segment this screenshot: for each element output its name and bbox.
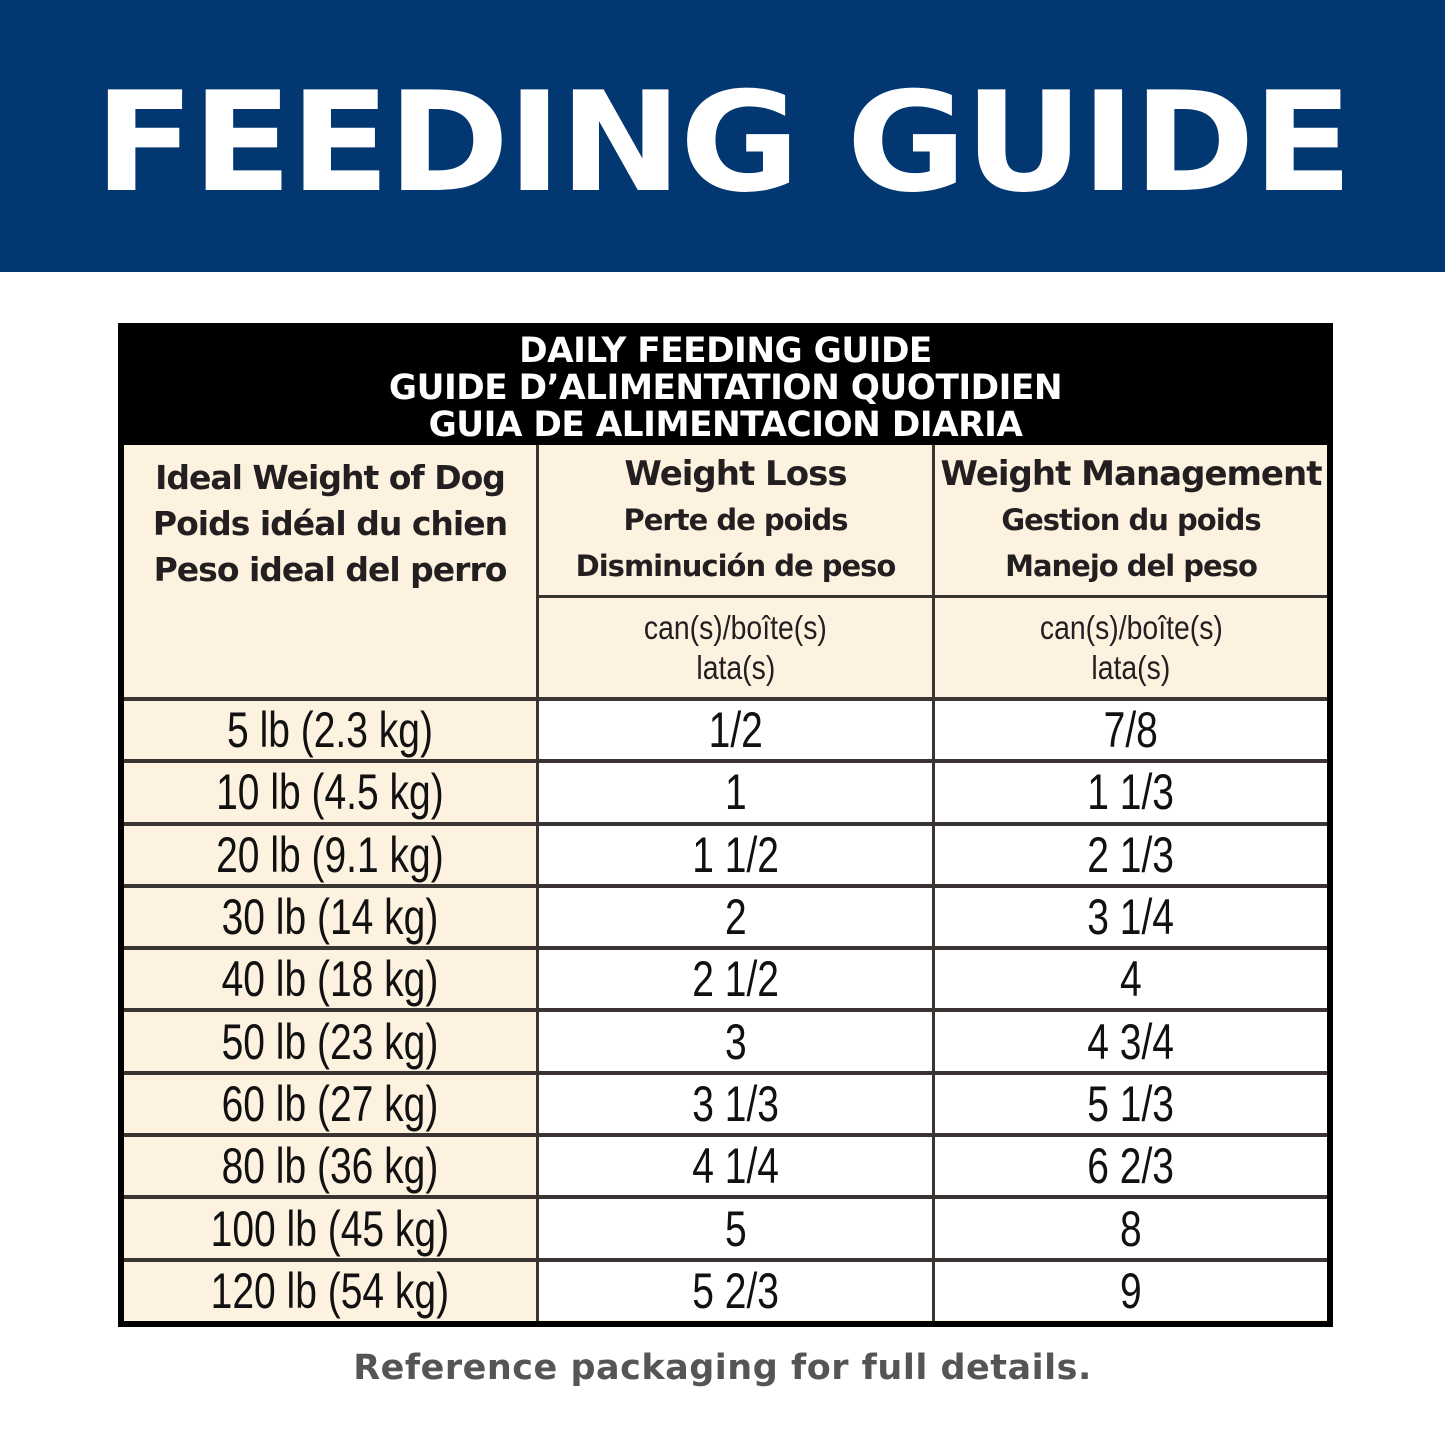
weight-cell: 120 lb (54 kg) <box>124 1261 536 1320</box>
weight-cell: 80 lb (36 kg) <box>124 1137 536 1196</box>
weight-cell: 10 lb (4.5 kg) <box>124 763 536 822</box>
table-title-en: DAILY FEEDING GUIDE <box>519 331 932 371</box>
weight-loss-cell: 3 1/3 <box>536 1074 932 1134</box>
weight-management-cell: 6 2/3 <box>932 1137 1327 1196</box>
table-row: 30 lb (14 kg) 2 3 1/4 <box>124 883 1327 947</box>
table-title-fr: GUIDE D’ALIMENTATION QUOTIDIEN <box>388 368 1063 408</box>
table-row: 10 lb (4.5 kg) 1 1 1/3 <box>124 759 1327 822</box>
weight-loss-cell: 2 <box>536 887 932 947</box>
header-line-es: Peso ideal del perro <box>153 550 508 589</box>
table-row: 80 lb (36 kg) 4 1/4 6 2/3 <box>124 1133 1327 1196</box>
weight-cell: 50 lb (23 kg) <box>124 1012 536 1071</box>
units-weight-loss: can(s)/boîte(s) lata(s) <box>539 598 932 697</box>
table-title-es: GUIA DE ALIMENTACION DIARIA <box>428 405 1023 445</box>
weight-management-cell: 2 1/3 <box>932 825 1327 884</box>
weight-cell: 100 lb (45 kg) <box>124 1199 536 1258</box>
table-body: 5 lb (2.3 kg) 1/2 7/8 10 lb (4.5 kg) 1 1… <box>124 697 1327 1321</box>
table-title: DAILY FEEDING GUIDE GUIDE D’ALIMENTATION… <box>124 329 1327 445</box>
table-row: 100 lb (45 kg) 5 8 <box>124 1195 1327 1258</box>
table-grid: Ideal Weight of Dog Poids idéal du chien… <box>124 445 1327 1321</box>
feeding-table: DAILY FEEDING GUIDE GUIDE D’ALIMENTATION… <box>118 323 1333 1327</box>
page-title: FEEDING GUIDE <box>94 62 1352 223</box>
weight-cell: 60 lb (27 kg) <box>124 1074 536 1134</box>
row-divider <box>536 595 1327 598</box>
column-header-weight-loss: Weight Loss Perte de poids Disminución d… <box>539 445 932 595</box>
header-sub-fr: Perte de poids <box>623 503 848 537</box>
column-header-ideal-weight: Ideal Weight of Dog Poids idéal du chien… <box>124 445 536 697</box>
weight-loss-cell: 3 <box>536 1012 932 1071</box>
weight-management-cell: 4 <box>932 950 1327 1009</box>
footer-note: Reference packaging for full details. <box>353 1348 1092 1388</box>
weight-loss-cell: 4 1/4 <box>536 1137 932 1196</box>
weight-loss-cell: 5 2/3 <box>536 1261 932 1320</box>
weight-management-cell: 8 <box>932 1199 1327 1258</box>
header-sub-es: Disminución de peso <box>575 549 897 583</box>
header-banner: FEEDING GUIDE <box>0 0 1445 272</box>
header-main: Weight Loss <box>624 454 847 494</box>
weight-loss-cell: 2 1/2 <box>536 950 932 1009</box>
weight-cell: 30 lb (14 kg) <box>124 887 536 947</box>
weight-cell: 20 lb (9.1 kg) <box>124 825 536 884</box>
header-line-fr: Poids idéal du chien <box>152 504 508 543</box>
units-line-2: lata(s) <box>1091 649 1171 686</box>
units-weight-management: can(s)/boîte(s) lata(s) <box>935 598 1327 697</box>
table-row: 120 lb (54 kg) 5 2/3 9 <box>124 1257 1327 1320</box>
header-sub-fr: Gestion du poids <box>1001 503 1261 537</box>
weight-management-cell: 9 <box>932 1261 1327 1320</box>
table-row: 50 lb (23 kg) 3 4 3/4 <box>124 1008 1327 1071</box>
weight-loss-cell: 1 1/2 <box>536 825 932 884</box>
table-row: 40 lb (18 kg) 2 1/2 4 <box>124 946 1327 1009</box>
header-line-en: Ideal Weight of Dog <box>155 458 506 497</box>
weight-cell: 5 lb (2.3 kg) <box>124 701 536 760</box>
weight-loss-cell: 1 <box>536 763 932 822</box>
table-row: 20 lb (9.1 kg) 1 1/2 2 1/3 <box>124 821 1327 884</box>
table-row: 5 lb (2.3 kg) 1/2 7/8 <box>124 697 1327 760</box>
units-line-2: lata(s) <box>696 649 775 686</box>
weight-loss-cell: 1/2 <box>536 701 932 760</box>
weight-management-cell: 3 1/4 <box>932 887 1327 947</box>
weight-loss-cell: 5 <box>536 1199 932 1258</box>
weight-management-cell: 7/8 <box>932 701 1327 760</box>
weight-management-cell: 5 1/3 <box>932 1074 1327 1134</box>
units-line-1: can(s)/boîte(s) <box>1039 609 1223 646</box>
weight-management-cell: 4 3/4 <box>932 1012 1327 1071</box>
header-sub-es: Manejo del peso <box>1005 549 1258 583</box>
weight-management-cell: 1 1/3 <box>932 763 1327 822</box>
table-row: 60 lb (27 kg) 3 1/3 5 1/3 <box>124 1070 1327 1134</box>
weight-cell: 40 lb (18 kg) <box>124 950 536 1009</box>
units-line-1: can(s)/boîte(s) <box>644 609 827 646</box>
header-main: Weight Management <box>940 454 1323 494</box>
column-header-weight-management: Weight Management Gestion du poids Manej… <box>935 445 1327 595</box>
